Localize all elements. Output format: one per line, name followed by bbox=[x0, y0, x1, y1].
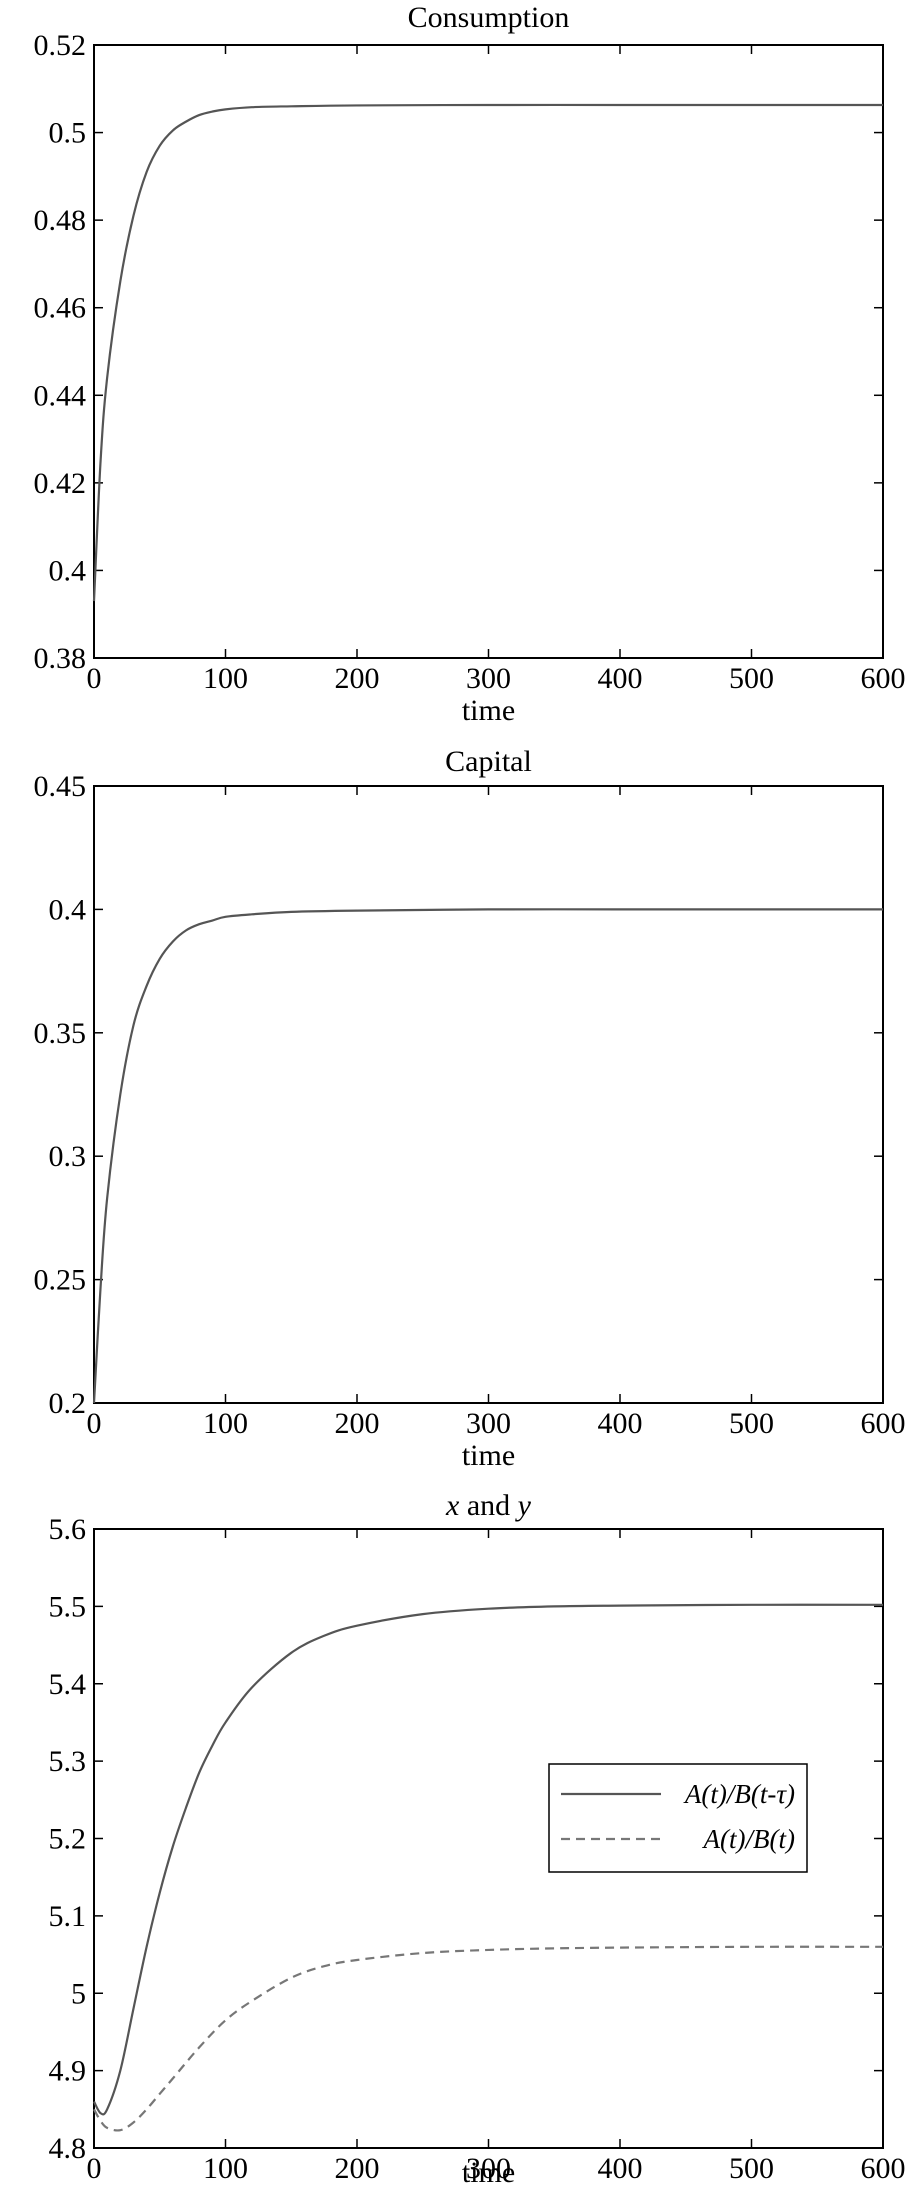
x-tick-label: 300 bbox=[466, 1407, 511, 1440]
x-tick-label: 200 bbox=[335, 662, 380, 695]
x-tick-label: 0 bbox=[87, 1407, 102, 1440]
y-tick-label: 0.4 bbox=[49, 554, 87, 587]
chart-title-part: y bbox=[515, 1489, 532, 1522]
x-tick-label: 0 bbox=[87, 662, 102, 695]
x-tick-label: 400 bbox=[598, 662, 643, 695]
chart-title-part: x bbox=[445, 1489, 460, 1522]
chart-panel-1: Consumption 0 100 200 300 400 500 600 0.38 0.4 0.4… bbox=[34, 1, 906, 727]
y-tick-label: 0.52 bbox=[34, 29, 87, 62]
y-tick-label: 0.45 bbox=[34, 770, 87, 803]
y-tick-label: 5.2 bbox=[49, 1823, 87, 1856]
x-tick-label: 300 bbox=[466, 2152, 511, 2185]
x-tick-label: 100 bbox=[203, 1407, 248, 1440]
x-tick-label: 400 bbox=[598, 2152, 643, 2185]
x-tick-label: 600 bbox=[861, 662, 906, 695]
y-tick-label: 5.5 bbox=[49, 1590, 87, 1623]
x-tick-label: 300 bbox=[466, 662, 511, 695]
x-tick-label: 100 bbox=[203, 662, 248, 695]
series-line-1 bbox=[93, 1603, 884, 2116]
y-tick-label: 4.9 bbox=[49, 2055, 87, 2088]
chart-panel-2: Capital 0 100 200 300 400 500 600 0.2 0.25 0.3 0.35… bbox=[34, 745, 906, 1472]
x-tick-label: 100 bbox=[203, 2152, 248, 2185]
y-tick-label: 0.44 bbox=[34, 379, 87, 412]
axes-frame bbox=[93, 44, 884, 659]
x-tick-label: 500 bbox=[729, 2152, 774, 2185]
chart-title-part: and bbox=[459, 1489, 517, 1522]
y-tick-label: 0.46 bbox=[34, 292, 87, 325]
y-tick-label: 0.35 bbox=[34, 1017, 87, 1050]
y-tick-label: 5.6 bbox=[49, 1513, 87, 1546]
legend-box bbox=[548, 1763, 808, 1873]
legend-label-1: A(t)/B(t-τ) bbox=[683, 1779, 795, 1809]
y-tick-label: 0.2 bbox=[49, 1387, 87, 1420]
y-tick-label: 0.48 bbox=[34, 204, 87, 237]
x-tick-label: 500 bbox=[729, 662, 774, 695]
x-axis-label: time bbox=[462, 2156, 515, 2189]
x-tick-label: 400 bbox=[598, 1407, 643, 1440]
x-tick-label: 600 bbox=[861, 2152, 906, 2185]
x-axis-label: time bbox=[462, 1439, 515, 1472]
y-tick-label: 0.4 bbox=[49, 893, 87, 926]
y-tick-label: 0.3 bbox=[49, 1140, 87, 1173]
axes-frame bbox=[93, 785, 884, 1404]
series-line-1 bbox=[92, 908, 883, 1404]
chart-panel-3: x and y 0 100 200 300 400 500 600 4.8 4.9 5 5.1 5.2 5… bbox=[49, 1489, 906, 2189]
y-tick-label: 5.4 bbox=[49, 1668, 87, 1701]
y-tick-label: 0.5 bbox=[49, 117, 87, 150]
y-tick-label: 0.42 bbox=[34, 467, 87, 500]
y-tick-label: 4.8 bbox=[49, 2132, 87, 2165]
series-line-1 bbox=[92, 103, 883, 602]
x-axis-label: time bbox=[462, 694, 515, 727]
legend-label-2: A(t)/B(t) bbox=[702, 1824, 795, 1854]
series-line-2 bbox=[93, 1945, 884, 2132]
x-tick-label: 0 bbox=[87, 2152, 102, 2185]
x-tick-label: 600 bbox=[861, 1407, 906, 1440]
x-tick-label: 500 bbox=[729, 1407, 774, 1440]
y-tick-label: 5.1 bbox=[49, 1900, 87, 1933]
y-tick-label: 5.3 bbox=[49, 1745, 87, 1778]
legend: A(t)/B(t-τ) A(t)/B(t) bbox=[548, 1763, 808, 1873]
y-tick-label: 0.25 bbox=[34, 1264, 87, 1297]
chart-title: x and y bbox=[445, 1489, 532, 1522]
y-tick-label: 5 bbox=[71, 1977, 86, 2010]
x-tick-label: 200 bbox=[335, 2152, 380, 2185]
x-tick-label: 200 bbox=[335, 1407, 380, 1440]
chart-title: Consumption bbox=[408, 1, 570, 34]
y-tick-label: 0.38 bbox=[34, 642, 87, 675]
chart-title: Capital bbox=[445, 745, 532, 778]
